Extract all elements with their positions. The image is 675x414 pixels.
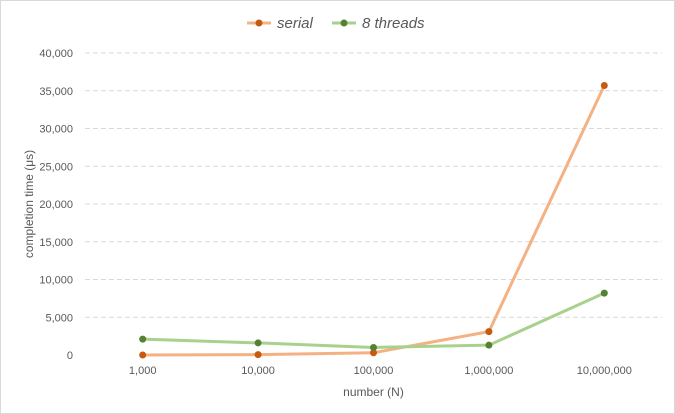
- legend-item: serial: [247, 15, 314, 32]
- series-1-point: [139, 335, 147, 343]
- x-axis-ticks: 1,000 10,000 100,000 1,000,000 10,000,000: [129, 365, 632, 377]
- y-tick-label: 5,000: [45, 312, 73, 324]
- y-axis-title: completion time (μs): [22, 150, 36, 258]
- series-layer: [139, 81, 608, 359]
- y-axis-ticks: 0 5,000 10,000 15,000 20,000 25,000 30,000 35,0…: [39, 48, 73, 362]
- grid-layer: [85, 52, 662, 318]
- y-tick-label: 0: [67, 350, 73, 362]
- series-0-point: [139, 351, 147, 359]
- x-tick-label: 1,000,000: [464, 365, 513, 377]
- series-line-0: [141, 83, 606, 357]
- series-1-point: [370, 343, 377, 351]
- series-1-point: [600, 289, 608, 297]
- x-tick-label: 10,000,000: [577, 365, 632, 377]
- legend-marker: [340, 19, 348, 27]
- x-tick-label: 1,000: [129, 365, 157, 377]
- legend-label: 8 threads: [362, 15, 425, 32]
- legend-item: 8 threads: [332, 15, 425, 32]
- y-tick-label: 20,000: [39, 199, 73, 211]
- y-tick-label: 15,000: [39, 237, 73, 249]
- series-0-point: [370, 349, 377, 357]
- series-1-point: [485, 341, 493, 349]
- legend-label: serial: [277, 15, 314, 32]
- y-tick-label: 30,000: [39, 124, 73, 136]
- series-0-point: [254, 351, 262, 359]
- series-0-point: [485, 328, 493, 336]
- series-line-1: [141, 291, 606, 349]
- y-tick-label: 25,000: [39, 161, 73, 173]
- y-tick-label: 40,000: [39, 48, 73, 60]
- x-axis-title: number (N): [343, 385, 404, 399]
- series-0-point: [600, 81, 608, 89]
- x-tick-label: 10,000: [241, 365, 275, 377]
- y-tick-label: 10,000: [39, 275, 73, 287]
- y-tick-label: 35,000: [39, 86, 73, 98]
- x-tick-label: 100,000: [354, 365, 394, 377]
- series-1-point: [254, 339, 262, 347]
- legend: serial 8 threads: [247, 15, 425, 32]
- legend-marker: [255, 19, 263, 27]
